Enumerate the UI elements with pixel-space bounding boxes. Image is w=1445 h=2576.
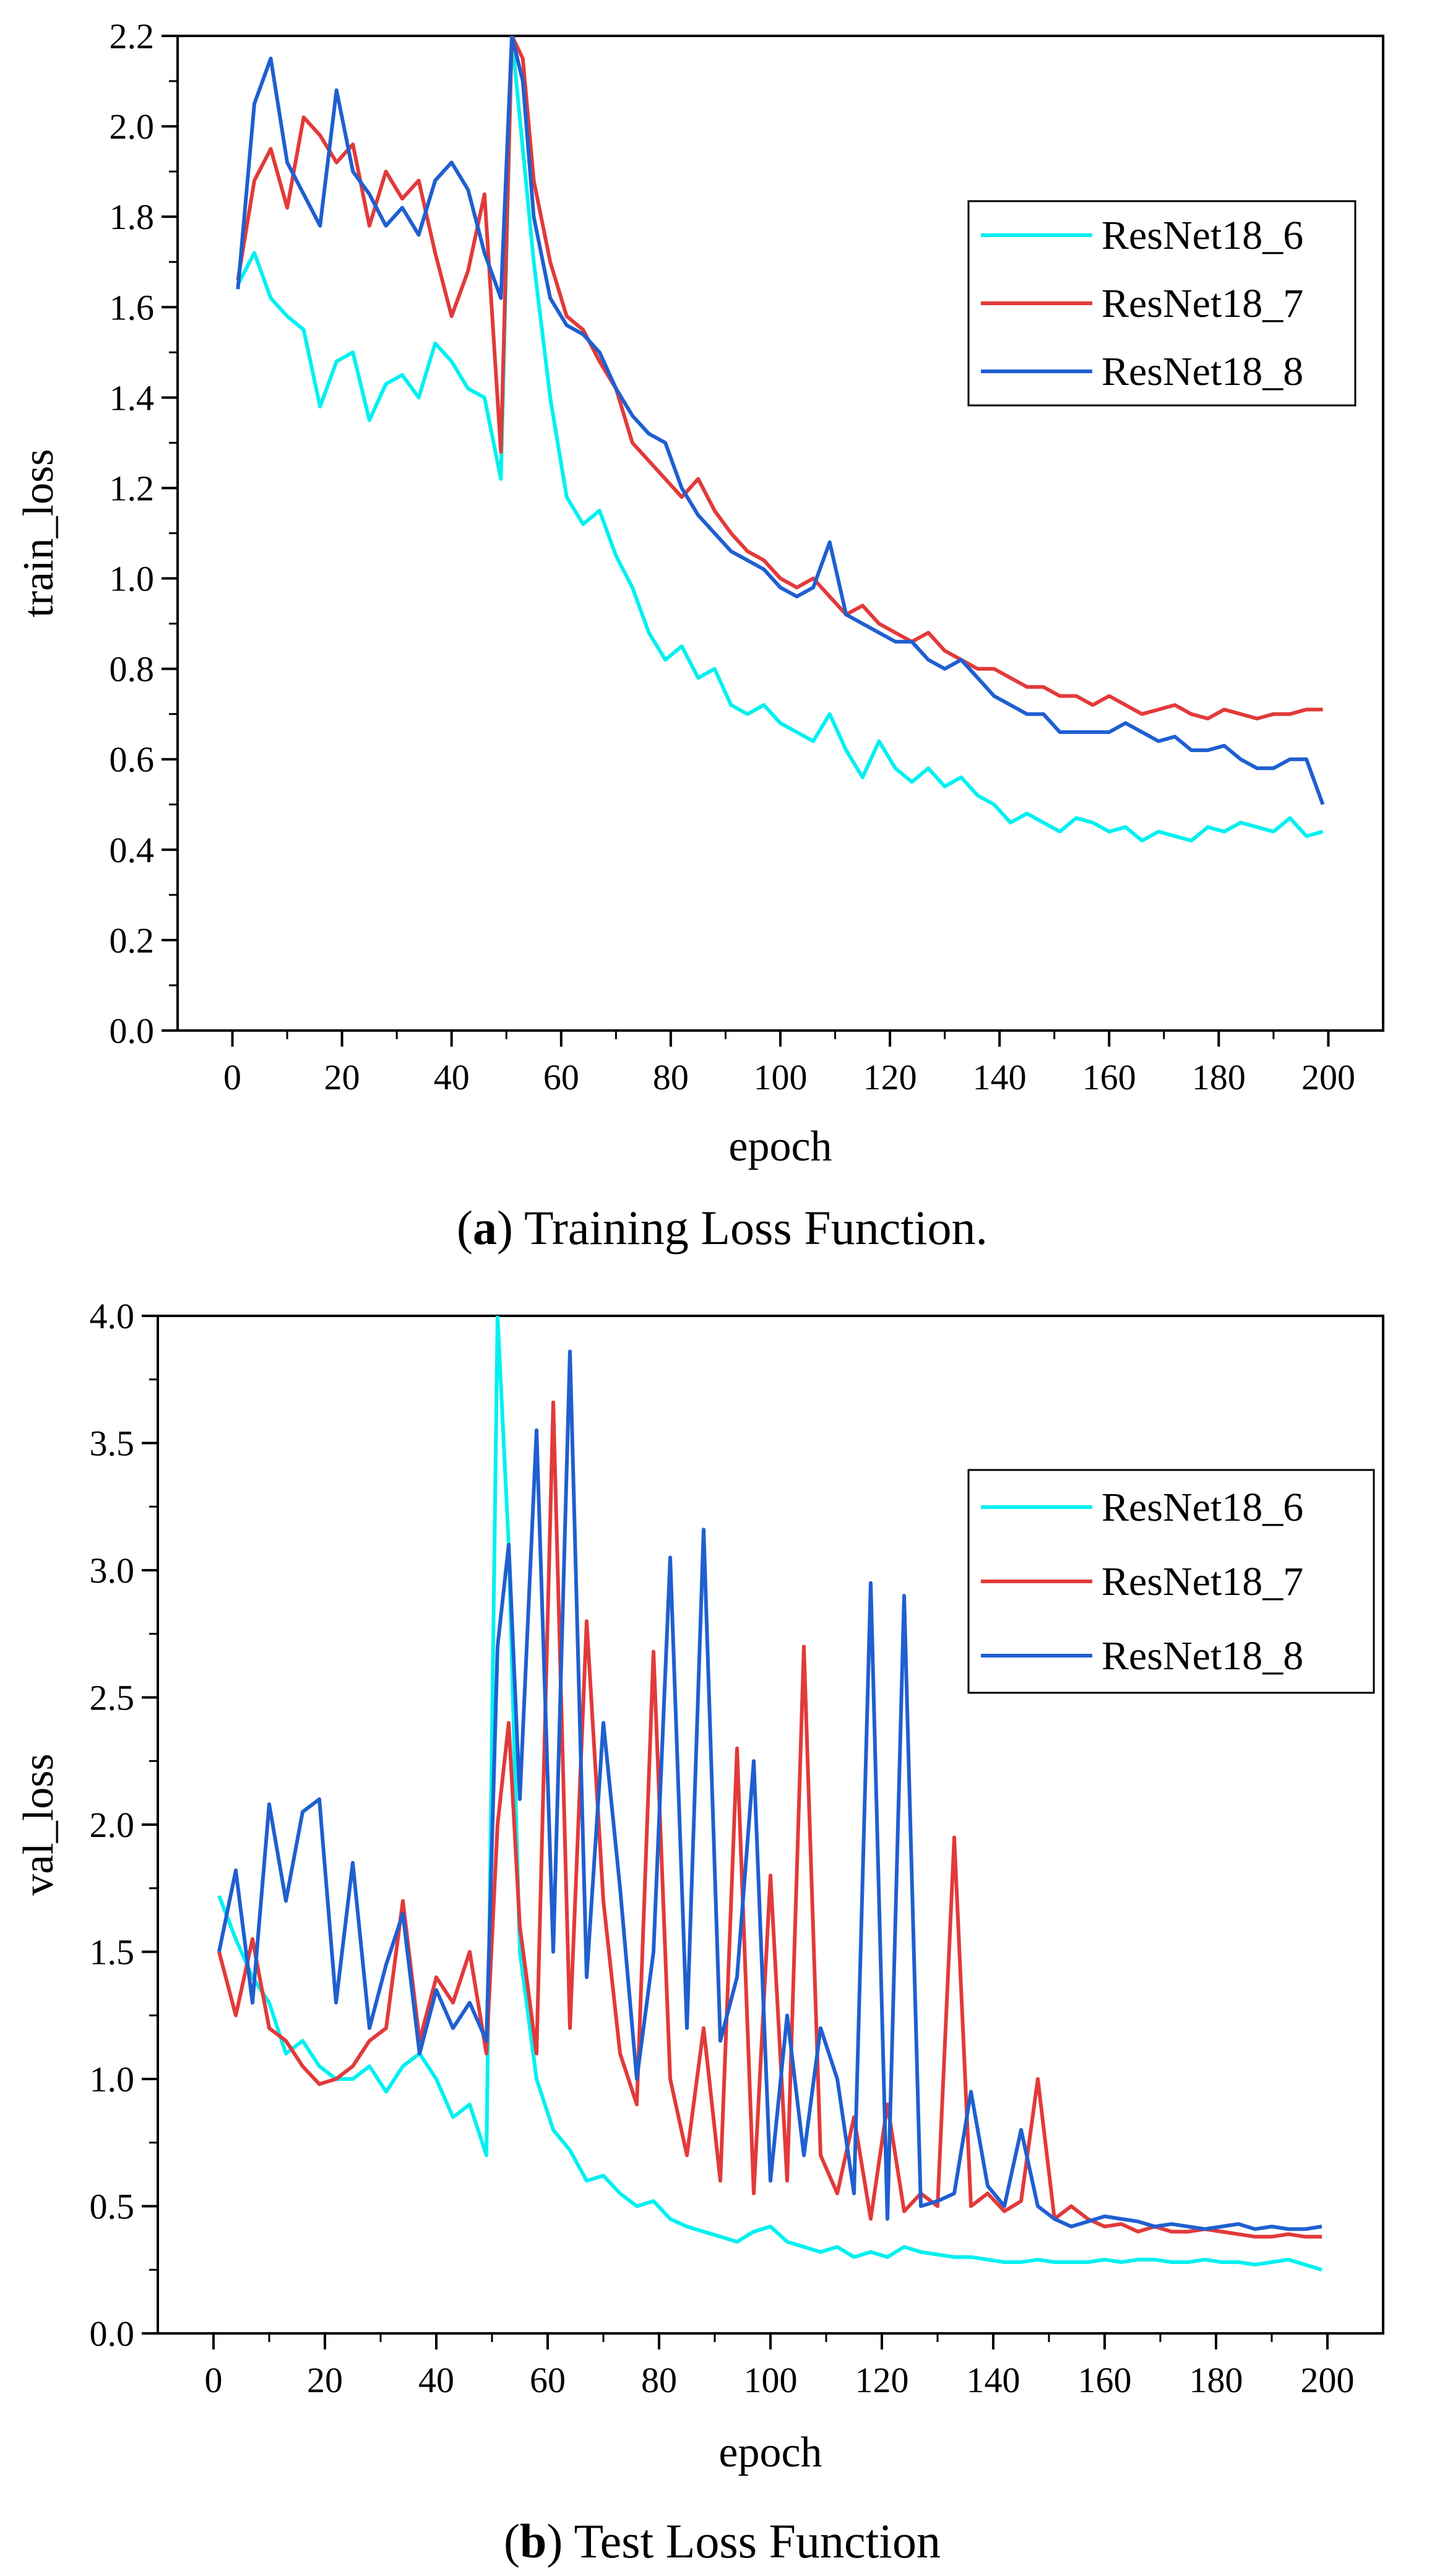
legend-label: ResNet18_6 [1102,213,1303,258]
x-tick-label: 200 [1301,2360,1355,2400]
plot-frame [176,35,1384,1032]
y-tick-label: 3.5 [90,1424,135,1464]
caption-a: (a) Training Loss Function. [457,1201,988,1255]
legend-label: ResNet18_8 [1102,349,1303,394]
y-tick-label: 1.8 [110,197,155,237]
x-tick-label: 0 [205,2360,223,2400]
y-tick-label: 3.0 [90,1550,135,1591]
x-tick-label: 140 [967,2360,1020,2400]
x-tick-label: 60 [530,2360,566,2400]
y-tick-label: 0.4 [110,830,155,870]
x-tick-label: 160 [1078,2360,1132,2400]
x-tick-label: 40 [434,1057,470,1097]
x-tick-label: 20 [324,1057,360,1097]
y-tick-label: 2.0 [90,1805,135,1845]
x-tick-label: 80 [653,1057,689,1097]
y-tick-label: 1.2 [110,468,155,508]
x-axis-title: epoch [728,1123,832,1170]
y-tick-label: 0.0 [110,1011,155,1051]
x-tick-label: 120 [863,1057,917,1097]
y-tick-label: 4.0 [90,1296,135,1336]
legend-label: ResNet18_8 [1102,1633,1303,1679]
y-tick-label: 0.6 [110,740,155,780]
series-line-resnet18-6 [217,1316,1322,2272]
x-tick-label: 40 [418,2360,454,2400]
x-axis-title: epoch [718,2429,822,2476]
legend-label: ResNet18_7 [1102,281,1303,326]
caption-b: (b) Test Loss Function [504,2514,941,2568]
series-line-resnet18-8 [217,1349,1322,2231]
y-tick-label: 1.6 [110,287,155,327]
x-tick-label: 100 [754,1057,808,1097]
series-line-resnet18-7 [236,36,1323,720]
legend-label: ResNet18_6 [1102,1485,1303,1530]
y-tick-label: 2.5 [90,1678,135,1718]
x-tick-label: 100 [744,2360,798,2400]
x-tick-label: 20 [307,2360,343,2400]
x-tick-label: 160 [1082,1057,1136,1097]
val-loss-chart: 0 20 40 60 80 100 120 140 160 180 200 0.0 0.5 1.0 1.5 2… [15,1296,1384,2476]
x-tick-label: 80 [641,2360,677,2400]
y-axis-title: train_loss [15,449,63,617]
x-tick-label: 180 [1189,2360,1243,2400]
series-line-resnet18-8 [236,36,1325,805]
x-tick-label: 200 [1301,1057,1355,1097]
y-tick-label: 2.2 [110,16,155,56]
series-line-resnet18-6 [236,36,1324,843]
y-tick-label: 1.0 [110,559,155,599]
y-tick-label: 1.4 [110,378,155,418]
x-tick-label: 140 [973,1057,1027,1097]
y-axis-title: val_loss [15,1753,63,1895]
y-tick-label: 0.2 [110,920,155,961]
legend-label: ResNet18_7 [1102,1559,1303,1604]
x-tick-label: 0 [223,1057,241,1097]
y-tick-label: 0.0 [90,2314,135,2354]
x-tick-label: 60 [543,1057,579,1097]
y-tick-label: 0.8 [110,649,155,689]
x-tick-label: 180 [1192,1057,1246,1097]
y-tick-label: 2.0 [110,106,155,147]
x-tick-label: 120 [855,2360,909,2400]
y-tick-label: 0.5 [90,2187,135,2227]
y-tick-label: 1.0 [90,2059,135,2099]
train-loss-chart: 0 20 40 60 80 100 120 140 160 180 200 0.0 0.2 0.4 0.6 0… [15,16,1384,1170]
y-tick-label: 1.5 [90,1932,135,1973]
